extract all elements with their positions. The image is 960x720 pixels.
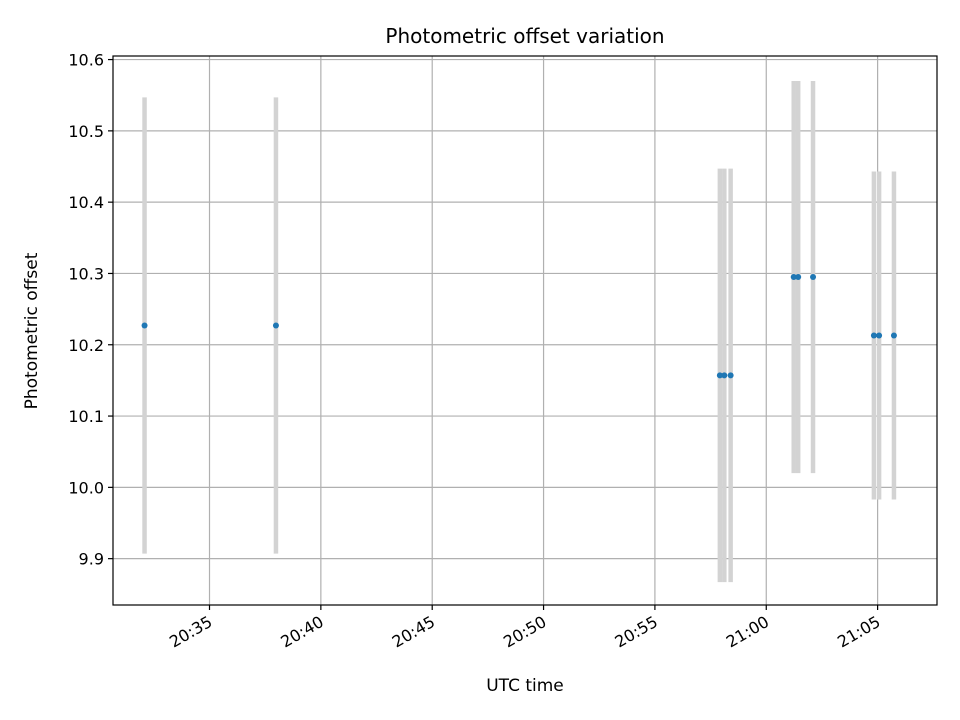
y-tick-label: 10.3 xyxy=(68,264,104,283)
data-point xyxy=(790,274,797,281)
data-point xyxy=(716,372,723,379)
y-tick-label: 10.6 xyxy=(68,51,104,70)
y-tick-label: 10.5 xyxy=(68,122,104,141)
y-tick-label: 10.0 xyxy=(68,478,104,497)
y-tick-label: 10.1 xyxy=(68,407,104,426)
plot-frame xyxy=(112,55,938,606)
y-axis-label: Photometric offset xyxy=(22,252,42,409)
x-axis-label: UTC time xyxy=(486,676,564,696)
y-tick-label: 9.9 xyxy=(79,550,104,569)
data-point xyxy=(272,322,279,329)
data-point xyxy=(876,332,883,339)
y-axis-ticks: 9.9 10.0 10.1 10.2 10.3 10.4 10.5 10.6 xyxy=(68,51,113,569)
data-point xyxy=(721,372,728,379)
data-point xyxy=(141,322,148,329)
y-tick-label: 10.4 xyxy=(68,193,104,212)
data-points xyxy=(141,274,897,379)
chart-title: Photometric offset variation xyxy=(385,24,664,48)
y-tick-label: 10.2 xyxy=(68,336,104,355)
data-point xyxy=(890,332,897,339)
data-point xyxy=(795,274,802,281)
data-point xyxy=(810,274,817,281)
data-point xyxy=(727,372,734,379)
data-point xyxy=(870,332,877,339)
